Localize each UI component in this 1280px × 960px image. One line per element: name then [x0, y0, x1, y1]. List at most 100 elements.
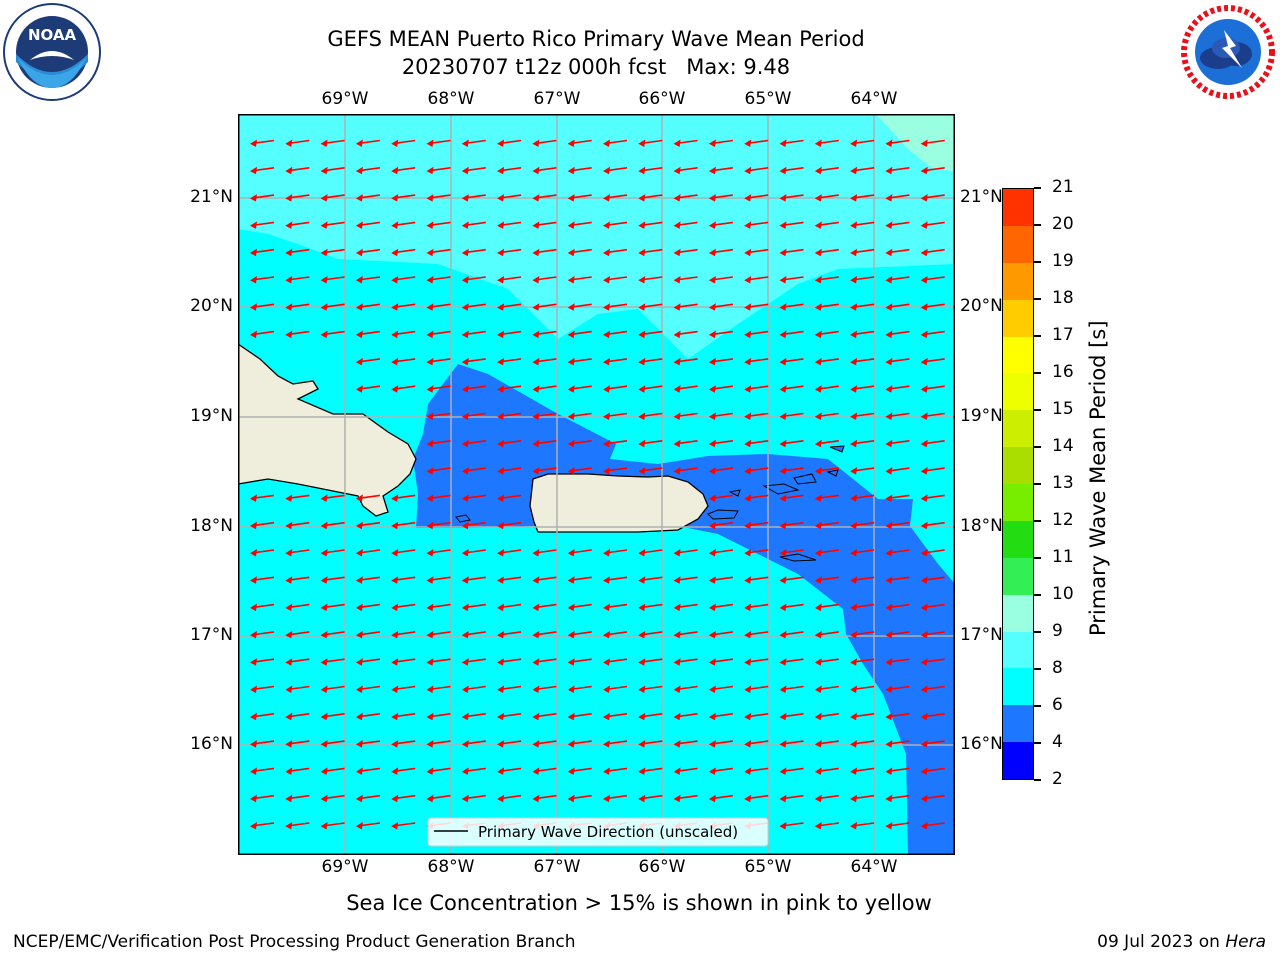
lon-label-top: 66°W — [638, 89, 686, 109]
colorbar-cell — [1003, 336, 1033, 374]
wave-direction-arrow — [885, 822, 910, 830]
wave-direction-arrow — [673, 248, 698, 257]
wave-direction-arrow — [673, 166, 698, 175]
wave-direction-arrow — [814, 549, 839, 557]
wave-direction-arrow — [250, 603, 275, 612]
wave-direction-arrow — [567, 576, 592, 584]
wave-direction-arrow — [603, 139, 628, 147]
wave-direction-arrow — [426, 712, 451, 721]
colorbar-cell — [1003, 373, 1033, 411]
wave-direction-arrow — [814, 357, 839, 366]
wave-direction-arrow — [461, 303, 486, 311]
wave-direction-arrow — [850, 439, 875, 448]
sea-ice-caption: Sea Ice Concentration > 15% is shown in … — [279, 891, 999, 915]
wave-direction-arrow — [885, 549, 910, 557]
wave-direction-arrow — [355, 521, 381, 530]
colorbar-cell — [1003, 705, 1033, 743]
colorbar-cell — [1003, 262, 1033, 300]
wave-direction-arrow — [885, 276, 910, 284]
wave-direction-arrow — [567, 303, 592, 311]
wave-direction-arrow — [779, 139, 804, 147]
wave-direction-arrow — [250, 658, 275, 666]
wave-direction-arrow — [673, 740, 698, 748]
wave-direction-arrow — [320, 330, 345, 339]
wave-direction-arrow — [638, 603, 663, 612]
wave-direction-arrow — [603, 603, 628, 612]
wave-direction-arrow — [744, 276, 769, 284]
lat-label-right: 17°N — [960, 625, 1003, 645]
wave-direction-arrow — [814, 385, 839, 393]
colorbar-tick-mark — [1034, 705, 1041, 707]
map-frame — [238, 114, 955, 855]
wave-direction-arrow — [320, 303, 345, 311]
wave-direction-arrow — [885, 303, 910, 311]
wave-direction-arrow — [355, 630, 381, 639]
wave-direction-arrow — [250, 712, 275, 721]
wave-direction-arrow — [426, 303, 451, 311]
wave-direction-arrow — [814, 221, 839, 229]
colorbar-cell — [1003, 189, 1033, 226]
wave-direction-arrow — [885, 330, 910, 339]
wave-direction-arrow — [250, 276, 275, 284]
wave-direction-arrow — [673, 794, 698, 803]
wave-direction-arrow — [850, 822, 875, 830]
wave-direction-arrow — [567, 221, 592, 229]
wave-direction-arrow — [814, 712, 839, 721]
wave-direction-arrow — [708, 412, 734, 420]
wave-direction-arrow — [426, 576, 451, 584]
colorbar-cell — [1003, 631, 1033, 669]
wave-direction-arrow — [920, 549, 945, 557]
wave-direction-arrow — [603, 794, 628, 803]
wave-direction-arrow — [567, 658, 592, 666]
wave-direction-arrow — [497, 603, 522, 612]
wave-direction-arrow — [920, 276, 945, 284]
wave-direction-arrow — [391, 166, 416, 175]
wave-direction-arrow — [532, 330, 557, 339]
wave-direction-arrow — [673, 685, 698, 693]
wave-direction-arrow — [885, 166, 910, 175]
wave-direction-arrow — [920, 303, 945, 311]
wave-direction-arrow — [426, 549, 451, 557]
wave-direction-arrow — [391, 248, 416, 257]
wave-direction-arrow — [461, 357, 486, 366]
colorbar-tick-mark — [1034, 557, 1041, 559]
wave-direction-arrow — [673, 139, 698, 147]
wave-direction-arrow — [355, 330, 381, 339]
wave-direction-arrow — [638, 276, 663, 284]
colorbar-tick-label: 21 — [1052, 177, 1074, 197]
wave-direction-arrow — [497, 630, 522, 639]
sombrero-island — [829, 445, 845, 453]
wave-direction-arrow — [461, 467, 486, 475]
colorbar-tick-label: 6 — [1052, 695, 1063, 715]
wave-direction-arrow — [850, 794, 875, 803]
wave-direction-arrow — [638, 412, 663, 420]
wave-direction-arrow — [814, 822, 839, 830]
wave-direction-arrow — [638, 685, 663, 693]
wave-direction-arrow — [638, 303, 663, 311]
wave-direction-arrow — [744, 767, 769, 775]
wave-direction-arrow — [850, 494, 875, 502]
wave-direction-arrow — [285, 194, 310, 202]
wave-direction-arrow — [708, 248, 734, 257]
wave-direction-arrow — [920, 139, 945, 147]
wave-direction-arrow — [391, 658, 416, 666]
wave-direction-arrow — [355, 494, 381, 502]
wave-direction-arrow — [638, 248, 663, 257]
colorbar-tick-label: 11 — [1052, 547, 1074, 567]
wave-direction-arrow — [285, 139, 310, 147]
wave-direction-arrow — [391, 740, 416, 748]
wave-direction-arrow — [814, 303, 839, 311]
wave-direction-arrow — [779, 685, 804, 693]
wave-direction-arrow — [567, 630, 592, 639]
wave-direction-arrow — [355, 549, 381, 557]
wave-direction-arrow — [320, 685, 345, 693]
mona-island — [455, 514, 471, 523]
wave-direction-arrow — [920, 521, 945, 530]
wave-direction-arrow — [744, 412, 769, 420]
wave-direction-arrow — [355, 658, 381, 666]
wave-direction-arrow — [673, 767, 698, 775]
wave-direction-arrow — [320, 494, 345, 502]
wave-direction-arrow — [920, 685, 945, 693]
wave-direction-arrow — [426, 412, 451, 420]
lat-label-left: 19°N — [190, 406, 233, 426]
